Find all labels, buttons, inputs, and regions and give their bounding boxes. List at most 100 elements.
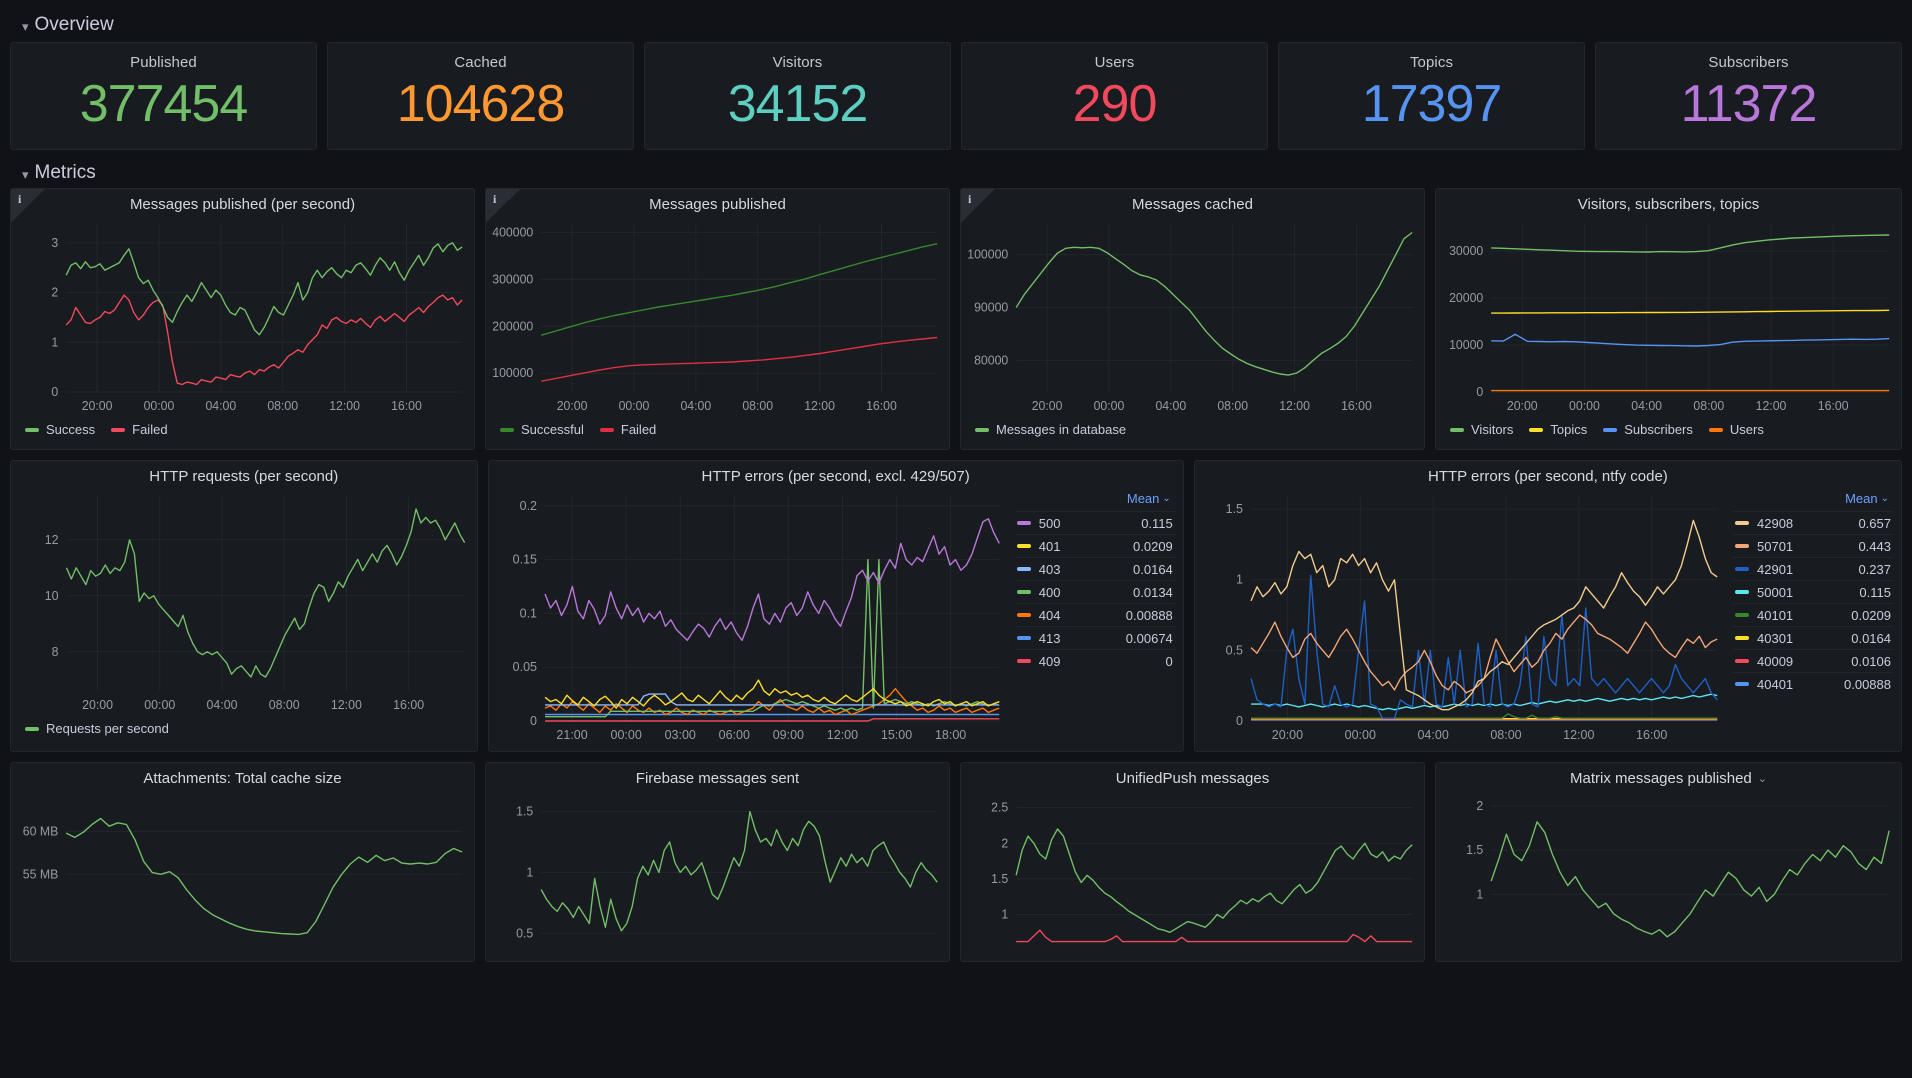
plot-area[interactable]: 1 1.5 2 2.5 xyxy=(961,787,1424,947)
legend-item[interactable]: Failed xyxy=(599,422,656,437)
svg-text:2: 2 xyxy=(51,286,58,300)
legend-item[interactable]: Failed xyxy=(111,422,168,437)
legend-row[interactable]: 413 0.00674 xyxy=(1014,626,1175,649)
legend-color-swatch xyxy=(500,427,514,432)
plot-area[interactable]: 100000 200000 300000 400000 20:00 00:00 04:00 0… xyxy=(486,213,949,418)
legend-row[interactable]: 40301 0.0164 xyxy=(1733,626,1893,649)
series-line-Firebase xyxy=(540,810,938,932)
svg-text:1.5: 1.5 xyxy=(1225,502,1242,516)
panel-visitors-subscribers-topics[interactable]: Visitors, subscribers, topics 0 10000 20000… xyxy=(1435,188,1902,450)
stat-panel-visitors[interactable]: Visitors 34152 xyxy=(644,42,951,150)
legend-color-swatch xyxy=(1735,636,1749,640)
svg-text:16:00: 16:00 xyxy=(866,399,897,413)
panel-title: HTTP requests (per second) xyxy=(11,461,477,485)
panel-http-requests-per-second[interactable]: HTTP requests (per second) 8 10 12 20:00 00:0… xyxy=(10,460,478,752)
legend-inline: Successful Failed xyxy=(486,418,949,437)
plot-wrap: 80000 90000 100000 20:00 00:00 04:00 08:00 12:0… xyxy=(961,213,1424,418)
panel-messages-cached[interactable]: i Messages cached 80000 90000 100000 20:00 00:… xyxy=(960,188,1425,450)
row-header-overview[interactable]: ▾ Overview xyxy=(10,10,1902,40)
legend-row[interactable]: 42901 0.237 xyxy=(1733,557,1893,580)
legend-item[interactable]: Subscribers xyxy=(1603,422,1693,437)
info-icon[interactable]: i xyxy=(11,189,45,223)
series-line-Success xyxy=(65,242,463,336)
legend-sort-mean[interactable]: Mean ⌄ xyxy=(1733,485,1893,511)
legend-item[interactable]: Visitors xyxy=(1450,422,1513,437)
panel-matrix-messages-published[interactable]: Matrix messages published ⌄ 1 1.5 2 xyxy=(1435,762,1902,962)
legend-item[interactable]: Successful xyxy=(500,422,584,437)
panel-http-errors-ntfy[interactable]: HTTP errors (per second, ntfy code) 0 0.5 1… xyxy=(1193,460,1902,752)
legend-item[interactable]: Users xyxy=(1708,422,1764,437)
legend-row[interactable]: 50701 0.443 xyxy=(1733,534,1893,557)
plot-area[interactable]: 0.5 1 1.5 xyxy=(486,787,949,947)
panel-attachments-total-cache-size[interactable]: Attachments: Total cache size 55 MB 60 MB xyxy=(10,762,475,962)
legend-sort-mean[interactable]: Mean ⌄ xyxy=(1015,485,1175,511)
plot-area[interactable]: 55 MB 60 MB xyxy=(11,787,474,947)
series-line-Visitors xyxy=(1491,234,1890,253)
panel-http-errors-excl[interactable]: HTTP errors (per second, excl. 429/507) 0… xyxy=(487,460,1184,752)
plot-area[interactable]: 0 1 2 3 20:00 00:00 04:00 08:00 12:00 16:00 xyxy=(11,213,474,418)
svg-text:00:00: 00:00 xyxy=(144,399,175,413)
series-line-Subscribers xyxy=(1491,333,1890,347)
svg-text:00:00: 00:00 xyxy=(1344,728,1375,742)
svg-text:0: 0 xyxy=(530,714,537,728)
legend-item[interactable]: Messages in database xyxy=(975,422,1126,437)
legend-series-name: 40401 xyxy=(1757,676,1794,692)
svg-text:08:00: 08:00 xyxy=(1490,728,1521,742)
legend-sort-label: Mean xyxy=(1845,491,1878,506)
panel-messages-published[interactable]: i Messages published 100000 200000 300000 400… xyxy=(485,188,950,450)
legend-row[interactable]: 401 0.0209 xyxy=(1014,534,1175,557)
legend-inline: Requests per second xyxy=(11,717,477,736)
svg-text:0: 0 xyxy=(1476,385,1483,399)
plot-area[interactable]: 1 1.5 2 xyxy=(1436,787,1901,947)
plot-wrap: 1 1.5 2 2.5 xyxy=(961,787,1424,947)
legend-series-mean: 0.0134 xyxy=(1133,584,1173,600)
svg-text:04:00: 04:00 xyxy=(1631,399,1662,413)
legend-row[interactable]: 42908 0.657 xyxy=(1733,511,1893,534)
stat-panel-topics[interactable]: Topics 17397 xyxy=(1278,42,1585,150)
panel-firebase-messages-sent[interactable]: Firebase messages sent 0.5 1 1.5 xyxy=(485,762,950,962)
legend-row[interactable]: 40101 0.0209 xyxy=(1733,603,1893,626)
legend-item[interactable]: Requests per second xyxy=(25,721,169,736)
legend-row[interactable]: 500 0.115 xyxy=(1014,511,1175,534)
stat-panel-published[interactable]: Published 377454 xyxy=(10,42,317,150)
stat-panel-cached[interactable]: Cached 104628 xyxy=(327,42,634,150)
panel-unifiedpush-messages[interactable]: UnifiedPush messages 1 1.5 2 2.5 xyxy=(960,762,1425,962)
legend-row[interactable]: 50001 0.115 xyxy=(1733,580,1893,603)
legend-row[interactable]: 404 0.00888 xyxy=(1014,603,1175,626)
info-icon[interactable]: i xyxy=(486,189,520,223)
row-title-metrics: Metrics xyxy=(34,162,96,183)
stat-panel-users[interactable]: Users 290 xyxy=(961,42,1268,150)
legend-color-swatch xyxy=(1016,659,1031,663)
svg-text:1: 1 xyxy=(1476,887,1483,901)
chevron-down-icon[interactable]: ⌄ xyxy=(1757,773,1767,785)
info-icon[interactable]: i xyxy=(961,189,995,223)
svg-text:0: 0 xyxy=(1236,714,1243,728)
legend-inline: Messages in database xyxy=(961,418,1424,437)
svg-text:00:00: 00:00 xyxy=(1569,399,1600,413)
plot-area[interactable]: 0 0.05 0.1 0.15 0.2 21:00 00:00 03:00 06:00 09:00… xyxy=(489,485,1011,747)
panel-title-text: Firebase messages sent xyxy=(635,770,800,787)
svg-text:12:00: 12:00 xyxy=(331,698,362,712)
stat-panel-subscribers[interactable]: Subscribers 11372 xyxy=(1595,42,1902,150)
panel-messages-published-per-second[interactable]: i Messages published (per second) 0 1 2 3 20:0… xyxy=(10,188,475,450)
panel-title: Messages cached xyxy=(961,189,1424,213)
plot-area[interactable]: 80000 90000 100000 20:00 00:00 04:00 08:00 12:0… xyxy=(961,213,1424,418)
row-header-metrics[interactable]: ▾ Metrics xyxy=(10,158,1902,188)
legend-row[interactable]: 40009 0.0106 xyxy=(1733,649,1893,672)
legend-item[interactable]: Topics xyxy=(1529,422,1587,437)
plot-area[interactable]: 0 0.5 1 1.5 20:00 00:00 04:00 08:00 12:00 16:00 xyxy=(1195,485,1729,747)
series-line-Failed xyxy=(65,294,463,386)
legend-color-swatch xyxy=(1735,659,1749,663)
svg-text:12:00: 12:00 xyxy=(329,399,360,413)
legend-item[interactable]: Success xyxy=(25,422,95,437)
legend-series-name: 50001 xyxy=(1757,584,1794,600)
legend-row[interactable]: 400 0.0134 xyxy=(1014,580,1175,603)
legend-row[interactable]: 40401 0.00888 xyxy=(1733,672,1893,695)
plot-area[interactable]: 0 10000 20000 30000 20:00 00:00 04:00 08:00 12:0… xyxy=(1436,213,1901,418)
legend-row[interactable]: 403 0.0164 xyxy=(1014,557,1175,580)
svg-text:30000: 30000 xyxy=(1449,244,1483,258)
legend-color-swatch xyxy=(1735,521,1749,525)
svg-text:08:00: 08:00 xyxy=(1693,399,1724,413)
plot-area[interactable]: 8 10 12 20:00 00:00 04:00 08:00 12:00 16:00 xyxy=(11,485,477,717)
legend-row[interactable]: 409 0 xyxy=(1014,649,1175,672)
